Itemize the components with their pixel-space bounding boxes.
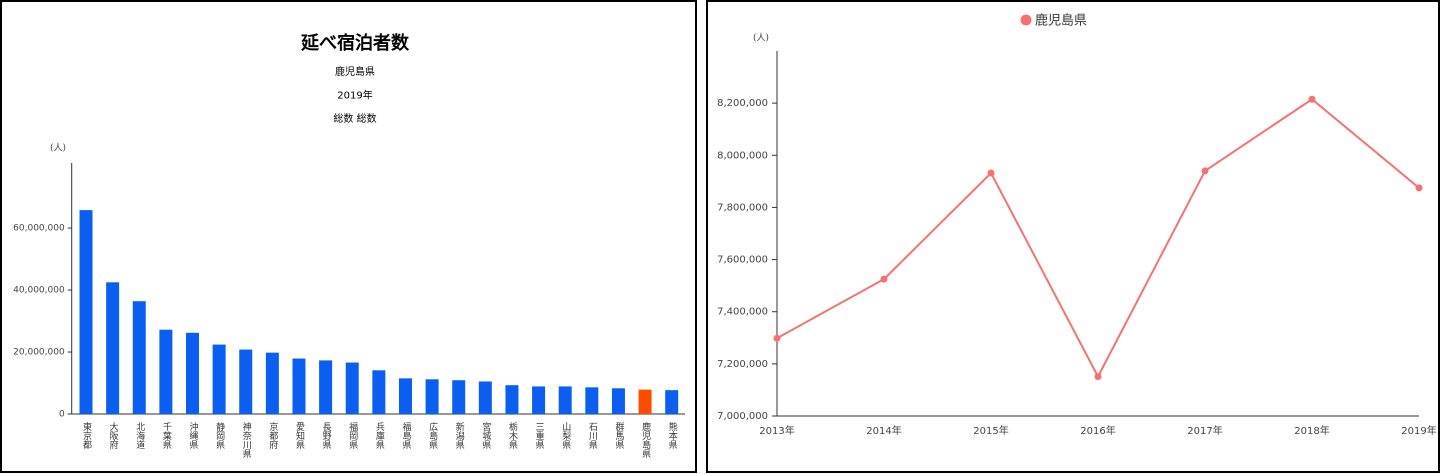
y-tick-label: 7,800,000	[717, 202, 768, 213]
x-tick-label: 沖縄県	[187, 421, 198, 450]
y-tick-label: 8,200,000	[717, 98, 768, 109]
x-tick-label: 千葉県	[161, 422, 172, 450]
bar	[611, 388, 625, 414]
x-tick-label: 2018年	[1294, 424, 1329, 437]
x-tick-label: 愛知県	[294, 421, 305, 450]
bar	[452, 380, 466, 414]
point	[987, 169, 995, 177]
x-tick-label: 2016年	[1080, 424, 1115, 437]
bar	[425, 379, 439, 414]
x-tick-label: 山梨県	[560, 422, 571, 450]
x-tick-label: 兵庫県	[374, 421, 385, 450]
x-tick-label: 広島県	[427, 421, 438, 450]
x-tick-label: 2013年	[759, 424, 794, 437]
point	[1201, 167, 1209, 175]
bar	[638, 389, 652, 414]
frame	[706, 0, 1440, 473]
x-tick-label: 2017年	[1187, 424, 1222, 437]
x-tick-label: 2019年	[1401, 424, 1436, 437]
y-tick-label: 7,200,000	[717, 359, 768, 370]
point	[1415, 184, 1423, 192]
y-tick-label: 7,600,000	[717, 255, 768, 266]
bar	[532, 386, 546, 414]
x-tick-label: 群馬県	[613, 421, 624, 450]
legend-label: 鹿児島県	[1035, 13, 1087, 29]
bar	[345, 362, 359, 414]
x-tick-label: 宮城県	[480, 421, 491, 450]
x-tick-label: 北海道	[134, 422, 145, 450]
y-tick-label: 7,400,000	[717, 307, 768, 318]
y-tick-label: 7,000,000	[717, 411, 768, 422]
x-tick-label: 栃木県	[507, 421, 518, 450]
y-tick-label: 8,000,000	[717, 150, 768, 161]
bar	[239, 349, 253, 414]
x-tick-label: 大阪府	[108, 421, 119, 450]
bar	[212, 344, 226, 414]
frame	[0, 0, 697, 473]
bar	[265, 352, 279, 414]
bar	[665, 390, 679, 414]
bar	[372, 370, 386, 414]
y-tick-label: 20,000,000	[13, 348, 65, 358]
bar	[79, 210, 93, 414]
y-unit: (人)	[753, 33, 769, 44]
bar	[292, 358, 306, 414]
bar	[106, 282, 120, 414]
y-tick-label: 0	[59, 410, 65, 420]
point	[880, 275, 888, 283]
x-tick-label: 2015年	[973, 424, 1008, 437]
x-tick-label: 三重県	[534, 422, 545, 450]
point	[773, 334, 781, 342]
point	[1094, 373, 1102, 381]
y-tick-label: 60,000,000	[13, 224, 65, 234]
bar	[319, 360, 333, 414]
x-tick-label: 鹿児島県	[640, 421, 651, 459]
chart-subtitle: 2019年	[337, 89, 372, 102]
y-tick-label: 40,000,000	[13, 286, 65, 296]
bar	[159, 329, 173, 414]
x-tick-label: 京都府	[267, 421, 278, 450]
x-tick-label: 2014年	[866, 424, 901, 437]
bar	[132, 301, 146, 414]
x-tick-label: 福島県	[400, 421, 411, 450]
x-tick-label: 熊本県	[667, 421, 678, 450]
bar	[185, 332, 199, 414]
bar	[505, 385, 519, 414]
bar	[398, 378, 412, 414]
x-tick-label: 神奈川県	[241, 421, 252, 459]
bar	[478, 381, 492, 414]
chart-subtitle: 鹿児島県	[335, 65, 375, 78]
legend-swatch	[1020, 14, 1032, 26]
line-chart: (人) 7,000,000 7,200,000 7,400,000 7,600,000 7…	[706, 0, 1440, 473]
chart-subtitle: 総数 総数	[333, 112, 376, 125]
x-tick-label: 長野県	[321, 422, 332, 450]
point	[1308, 95, 1316, 103]
y-unit: (人)	[50, 143, 66, 154]
chart-title: 延べ宿泊者数	[300, 32, 410, 54]
x-tick-label: 東京都	[81, 421, 92, 450]
x-tick-label: 石川県	[587, 422, 598, 450]
bar	[558, 386, 572, 414]
x-tick-label: 福岡県	[347, 421, 358, 450]
bar	[585, 387, 599, 414]
x-tick-label: 静岡県	[214, 421, 225, 450]
x-tick-label: 新潟県	[454, 421, 465, 450]
series-line	[776, 97, 1420, 379]
